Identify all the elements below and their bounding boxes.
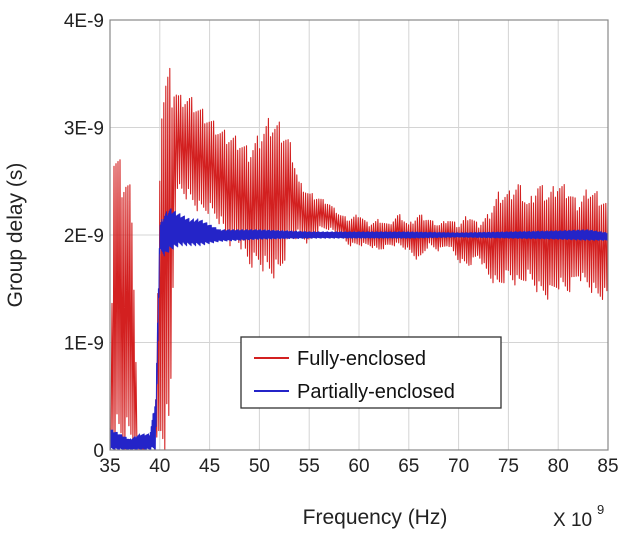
y-tick-label: 2E-9 — [64, 226, 104, 247]
x-multiplier: X 10 9 — [553, 502, 604, 531]
x-tick-label: 55 — [299, 456, 320, 477]
legend-box — [240, 336, 502, 409]
legend-label-partially-enclosed: Partially-enclosed — [297, 381, 455, 403]
legend-label-fully-enclosed: Fully-enclosed — [297, 348, 426, 370]
y-axis-title: Group delay (s) — [4, 163, 27, 308]
y-tick-label: 3E-9 — [64, 119, 104, 140]
y-tick-label: 1E-9 — [64, 334, 104, 355]
series-lines — [109, 67, 609, 451]
series-line-fully-enclosed — [109, 67, 609, 451]
x-tick-label: 45 — [199, 456, 220, 477]
x-tick-label: 40 — [149, 456, 170, 477]
tick-labels: 35 40 45 50 55 60 65 70 75 80 85 0 1E-9 2E-9 3E-9 4E-9 — [64, 11, 619, 477]
y-tick-label: 4E-9 — [64, 11, 104, 32]
x-tick-label: 35 — [99, 456, 120, 477]
x-tick-label: 80 — [548, 456, 569, 477]
x-tick-label: 65 — [398, 456, 419, 477]
x-multiplier-exponent: 9 — [597, 502, 604, 517]
x-tick-label: 70 — [448, 456, 469, 477]
y-tick-label: 0 — [93, 441, 104, 462]
x-axis-title: Frequency (Hz) — [303, 506, 448, 529]
x-multiplier-label: X 10 — [553, 510, 592, 531]
legend: Fully-enclosed Partially-enclosed — [240, 336, 502, 409]
x-tick-label: 75 — [498, 456, 519, 477]
x-tick-label: 50 — [249, 456, 270, 477]
series-line-partially-enclosed — [109, 208, 609, 451]
x-tick-label: 60 — [348, 456, 369, 477]
x-tick-label: 85 — [597, 456, 618, 477]
plot-area-border — [109, 19, 609, 451]
